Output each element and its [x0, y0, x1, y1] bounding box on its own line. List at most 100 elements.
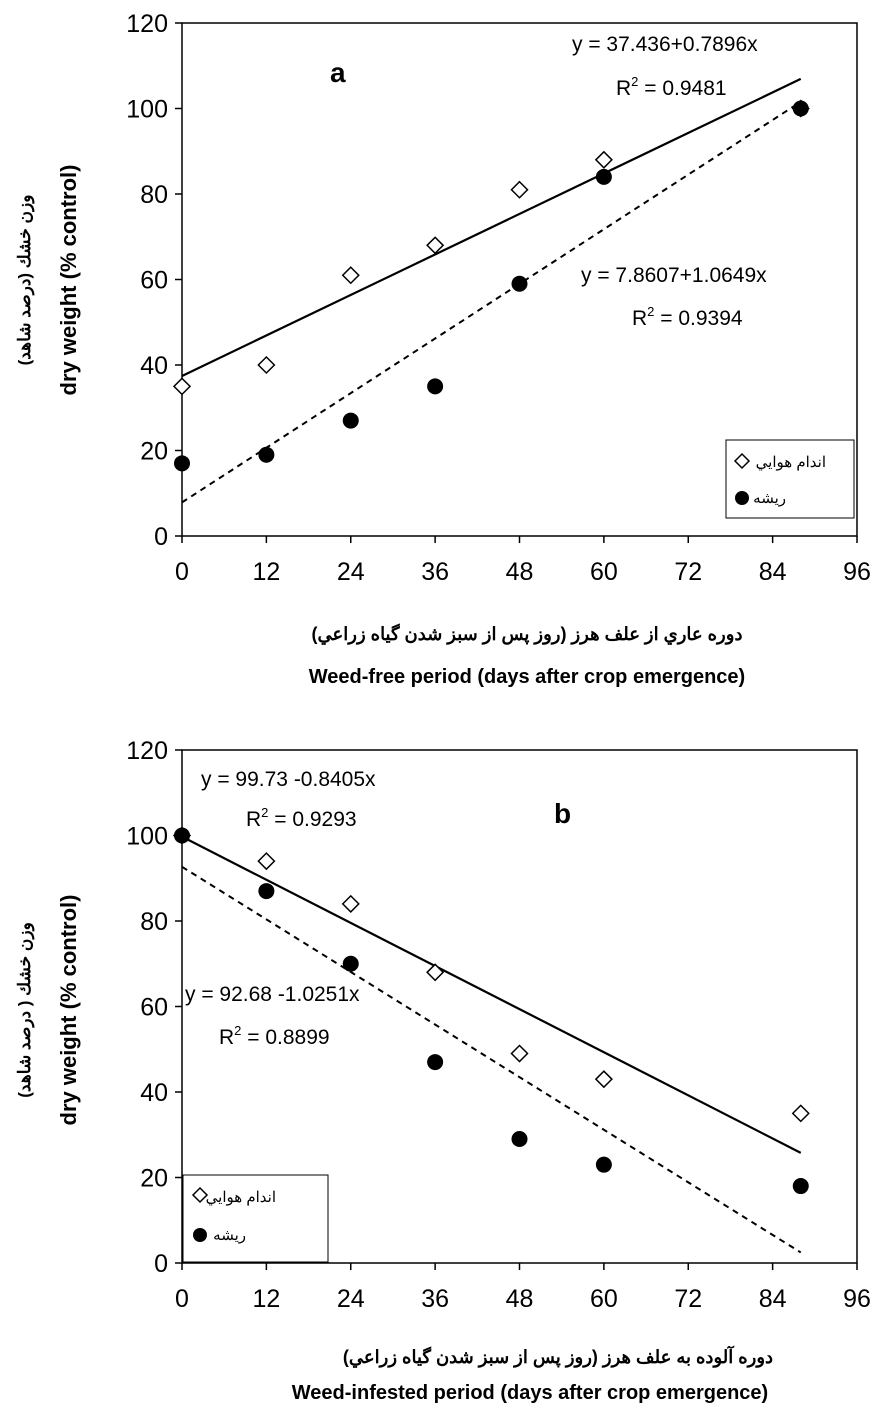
data-point-circle	[258, 446, 275, 463]
data-point-circle	[595, 168, 612, 185]
x-tick-label: 0	[175, 1285, 189, 1313]
legend-b-root-label: ريشه	[213, 1227, 246, 1244]
legend-a-shoot-marker	[733, 452, 751, 470]
markers-a	[172, 99, 810, 472]
y-tick-label: 80	[140, 908, 168, 936]
x-tick-label: 24	[337, 558, 365, 586]
r2-a-root: R2 = 0.9394	[632, 304, 743, 330]
x-axis-title-fa-b: دوره آلوده به علف هرز (روز پس از سبز شدن…	[343, 1345, 773, 1368]
data-point-diamond	[594, 1070, 613, 1089]
y-tick-label: 100	[126, 823, 168, 851]
equation-b-root: y = 92.68 -1.0251x	[185, 983, 360, 1006]
x-tick-label: 36	[421, 558, 449, 586]
legend-a-root-marker	[735, 491, 749, 505]
x-tick-label: 60	[590, 558, 618, 586]
data-point-diamond	[172, 377, 192, 396]
x-tick-label: 24	[337, 1285, 365, 1313]
r2-a-shoot: R2 = 0.9481	[616, 74, 727, 100]
legend-b-root-marker	[193, 1228, 207, 1242]
x-tick-label: 48	[506, 558, 534, 586]
data-point-circle	[427, 378, 444, 395]
data-point-circle	[258, 883, 275, 900]
y-axis-title-fa-a: وزن خشك (درصد شاهد)	[15, 195, 35, 366]
x-tick-label: 72	[674, 1285, 702, 1313]
y-tick-label: 100	[126, 96, 168, 124]
y-tick-label: 80	[140, 181, 168, 209]
y-axis-title-b: dry weight (% control)	[56, 895, 81, 1126]
legend-a: اندام هوايي ريشه	[725, 439, 855, 519]
data-point-circle	[792, 1178, 809, 1195]
x-axis-title-a: Weed-free period (days after crop emerge…	[309, 666, 745, 688]
y-tick-label: 120	[126, 737, 168, 765]
fit-lines-b	[181, 835, 802, 1254]
x-axis-title-b: Weed-infested period (days after crop em…	[292, 1382, 768, 1404]
x-tick-label: 12	[252, 558, 280, 586]
x-tick-label: 96	[843, 1285, 871, 1313]
data-point-circle	[342, 412, 359, 429]
data-point-diamond	[594, 150, 613, 169]
y-tick-label: 40	[140, 352, 168, 380]
chart-b: 0 12 24 36 48 60 72 84 96 0 20 40 60 80 100 120 b y = …	[15, 737, 871, 1404]
panel-label-a: a	[330, 57, 346, 88]
y-tick-label: 40	[140, 1079, 168, 1107]
y-tick-label: 0	[154, 1250, 168, 1278]
x-axis-title-fa-a: دوره عاري از علف هرز (روز پس از سبز شدن …	[312, 623, 743, 645]
data-point-diamond	[510, 180, 529, 199]
y-axis-title-fa-b: وزن خشك ( درصد شاهد)	[15, 922, 35, 1098]
chart-a: 0 12 24 36 48 60 72 84 96 0 20 40 60 80 100 120 a y = …	[15, 10, 871, 688]
y-ticks-b: 0 20 40 60 80 100 120	[126, 737, 182, 1278]
legend-b-shoot-label: اندام هوايي	[206, 1189, 276, 1206]
x-tick-label: 48	[506, 1285, 534, 1313]
y-tick-label: 120	[126, 10, 168, 38]
y-axis-title-a: dry weight (% control)	[56, 165, 81, 396]
x-tick-label: 84	[759, 1285, 787, 1313]
fit-line-b-0	[181, 835, 802, 1154]
y-tick-label: 20	[140, 438, 168, 466]
r2-b-shoot: R2 = 0.9293	[246, 805, 357, 831]
x-tick-label: 72	[674, 558, 702, 586]
panel-label-b: b	[554, 798, 571, 829]
legend-a-shoot-label: اندام هوايي	[756, 454, 826, 471]
data-point-diamond	[791, 1104, 810, 1123]
fit-line-a-0	[181, 77, 802, 377]
data-point-diamond	[257, 355, 276, 375]
y-tick-label: 60	[140, 267, 168, 295]
r2-b-root: R2 = 0.8899	[219, 1023, 330, 1049]
legend-box-b	[182, 1174, 329, 1263]
x-ticks-a: 0 12 24 36 48 60 72 84 96	[175, 536, 871, 586]
data-point-diamond	[426, 963, 445, 982]
data-point-diamond	[341, 266, 360, 285]
fit-line-a-1	[181, 100, 802, 504]
data-point-circle	[595, 1156, 612, 1173]
y-ticks-a: 0 20 40 60 80 100 120	[126, 10, 182, 551]
data-point-circle	[342, 955, 359, 972]
data-point-circle	[792, 100, 809, 117]
data-point-diamond	[257, 852, 276, 871]
legend-b-shoot-marker	[191, 1186, 209, 1204]
data-point-circle	[427, 1054, 444, 1071]
data-point-diamond	[510, 1044, 529, 1063]
fit-lines-a	[181, 77, 802, 504]
legend-box-a	[725, 439, 855, 519]
markers-b	[172, 826, 810, 1195]
equation-a-shoot: y = 37.436+0.7896x	[572, 33, 758, 56]
data-point-circle	[174, 827, 190, 844]
legend-a-root-label: ريشه	[753, 490, 786, 507]
y-tick-label: 60	[140, 994, 168, 1022]
data-point-circle	[174, 455, 190, 472]
data-point-diamond	[426, 236, 445, 255]
y-tick-label: 20	[140, 1165, 168, 1193]
x-tick-label: 96	[843, 558, 871, 586]
fit-line-b-1	[181, 865, 802, 1254]
data-point-circle	[511, 1131, 528, 1148]
equation-b-shoot: y = 99.73 -0.8405x	[201, 768, 376, 791]
legend-b: اندام هوايي ريشه	[182, 1174, 329, 1263]
data-point-circle	[511, 275, 528, 292]
x-tick-label: 60	[590, 1285, 618, 1313]
y-tick-label: 0	[154, 523, 168, 551]
x-tick-label: 0	[175, 558, 189, 586]
x-tick-label: 84	[759, 558, 787, 586]
x-ticks-b: 0 12 24 36 48 60 72 84 96	[175, 1263, 871, 1313]
